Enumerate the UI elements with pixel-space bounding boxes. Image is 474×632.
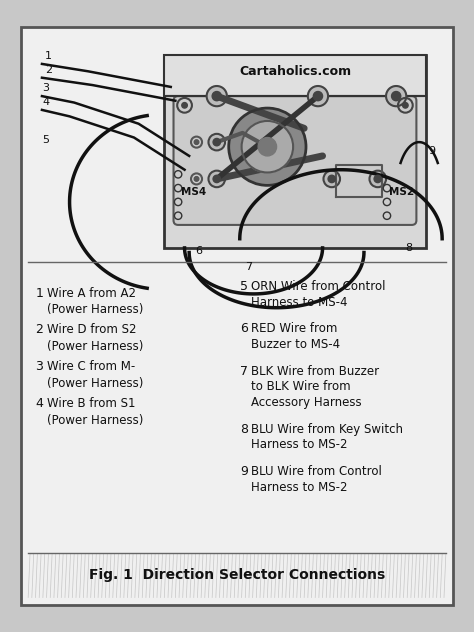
- Circle shape: [328, 175, 336, 183]
- Text: MS2: MS2: [389, 187, 414, 197]
- Text: ORN Wire from Control: ORN Wire from Control: [251, 280, 385, 293]
- Text: (Power Harness): (Power Harness): [46, 377, 143, 390]
- Text: Wire C from M-: Wire C from M-: [46, 360, 135, 373]
- Circle shape: [213, 138, 220, 146]
- Circle shape: [392, 92, 401, 100]
- Text: 6: 6: [240, 322, 247, 336]
- Circle shape: [207, 86, 227, 106]
- Bar: [164, 55, 426, 96]
- Text: MS4: MS4: [181, 187, 206, 197]
- Circle shape: [229, 108, 306, 185]
- Circle shape: [194, 176, 199, 181]
- Text: 4: 4: [36, 397, 44, 410]
- Text: Harness to MS-2: Harness to MS-2: [251, 481, 347, 494]
- Circle shape: [402, 102, 408, 108]
- Text: 6: 6: [195, 246, 202, 256]
- Bar: [164, 55, 426, 248]
- Text: 8: 8: [240, 423, 248, 435]
- Circle shape: [182, 102, 187, 108]
- Text: 3: 3: [36, 360, 44, 373]
- Text: BLK Wire from Buzzer: BLK Wire from Buzzer: [251, 365, 379, 378]
- Text: Cartaholics.com: Cartaholics.com: [239, 64, 351, 78]
- Circle shape: [213, 175, 220, 183]
- Text: 4: 4: [42, 97, 49, 107]
- Text: BLU Wire from Key Switch: BLU Wire from Key Switch: [251, 423, 403, 435]
- Text: 2: 2: [45, 65, 52, 75]
- Text: (Power Harness): (Power Harness): [46, 340, 143, 353]
- Text: BLU Wire from Control: BLU Wire from Control: [251, 465, 382, 478]
- Text: 5: 5: [240, 280, 248, 293]
- Text: 9: 9: [428, 146, 436, 156]
- Text: Harness to MS-2: Harness to MS-2: [251, 439, 347, 451]
- Text: (Power Harness): (Power Harness): [46, 413, 143, 427]
- Text: (Power Harness): (Power Harness): [46, 303, 143, 316]
- Circle shape: [323, 171, 340, 187]
- Circle shape: [258, 138, 276, 156]
- Text: 5: 5: [42, 135, 49, 145]
- Circle shape: [209, 171, 225, 187]
- Text: Harness to MS-4: Harness to MS-4: [251, 296, 347, 309]
- Text: 8: 8: [405, 243, 412, 253]
- Circle shape: [386, 86, 406, 106]
- Text: Accessory Harness: Accessory Harness: [251, 396, 361, 409]
- Text: 2: 2: [36, 324, 44, 336]
- Text: Wire D from S2: Wire D from S2: [46, 324, 136, 336]
- Text: 3: 3: [42, 83, 49, 94]
- Text: 9: 9: [240, 465, 247, 478]
- Circle shape: [313, 92, 323, 100]
- Circle shape: [369, 171, 386, 187]
- Circle shape: [374, 175, 382, 183]
- Text: Wire B from S1: Wire B from S1: [46, 397, 135, 410]
- Circle shape: [194, 140, 199, 145]
- Text: 7: 7: [246, 262, 253, 272]
- Circle shape: [242, 121, 293, 173]
- Text: 1: 1: [36, 286, 44, 300]
- Text: 1: 1: [45, 51, 52, 61]
- Text: RED Wire from: RED Wire from: [251, 322, 337, 336]
- FancyBboxPatch shape: [173, 96, 416, 225]
- Circle shape: [209, 134, 225, 150]
- Circle shape: [212, 92, 221, 100]
- Text: to BLK Wire from: to BLK Wire from: [251, 380, 350, 393]
- Circle shape: [308, 86, 328, 106]
- Text: 7: 7: [240, 365, 248, 378]
- Text: Fig. 1  Direction Selector Connections: Fig. 1 Direction Selector Connections: [89, 568, 385, 583]
- Text: Buzzer to MS-4: Buzzer to MS-4: [251, 338, 340, 351]
- Text: Wire A from A2: Wire A from A2: [46, 286, 136, 300]
